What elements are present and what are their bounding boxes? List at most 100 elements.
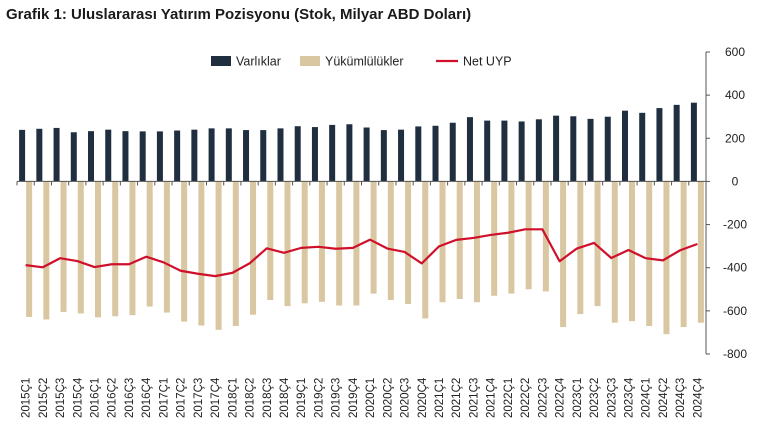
asset-bar xyxy=(432,125,439,182)
liability-bar xyxy=(594,181,601,307)
liability-bar xyxy=(26,181,33,317)
liability-bar xyxy=(284,181,291,307)
liability-bar xyxy=(405,181,412,304)
asset-bar xyxy=(656,108,663,182)
liability-bar xyxy=(439,181,446,303)
x-tick-label: 2023Ç3 xyxy=(606,378,618,418)
x-tick-label: 2024Ç3 xyxy=(675,378,687,418)
asset-bar xyxy=(690,102,697,182)
liability-bar xyxy=(353,181,360,306)
x-tick-label: 2015Ç2 xyxy=(38,378,50,418)
legend-label-net: Net UYP xyxy=(463,55,512,69)
asset-bar xyxy=(191,129,198,182)
liability-bar xyxy=(112,181,119,317)
x-tick-label: 2015Ç3 xyxy=(55,378,67,418)
x-tick-label: 2017Ç3 xyxy=(193,378,205,418)
asset-bar xyxy=(311,127,318,182)
liability-bar xyxy=(250,181,257,315)
liability-bar xyxy=(422,181,429,319)
liability-bar xyxy=(301,181,308,304)
x-tick-label: 2017Ç2 xyxy=(176,378,188,418)
asset-bar xyxy=(398,129,405,182)
asset-bar xyxy=(260,130,267,182)
legend-label-liabilities: Yükümlülükler xyxy=(325,55,404,69)
x-tick-label: 2016Ç2 xyxy=(107,378,119,418)
asset-bar xyxy=(53,127,60,182)
x-tick-label: 2021Ç2 xyxy=(451,378,463,418)
x-tick-label: 2024Ç4 xyxy=(692,377,704,418)
asset-bar xyxy=(105,129,112,182)
y-tick-label: -200 xyxy=(723,218,747,232)
asset-bar xyxy=(363,127,370,182)
x-tick-label: 2020Ç3 xyxy=(400,378,412,418)
asset-bar xyxy=(621,110,628,182)
liability-bar xyxy=(508,181,515,294)
liability-bar xyxy=(680,181,687,328)
asset-bar xyxy=(535,119,542,182)
asset-bar xyxy=(70,132,77,182)
x-tick-label: 2019Ç1 xyxy=(296,378,308,418)
asset-bar xyxy=(294,126,301,182)
x-tick-label: 2018Ç4 xyxy=(279,377,291,418)
x-tick-label: 2019Ç3 xyxy=(331,378,343,418)
liability-bar xyxy=(491,181,498,296)
asset-bar xyxy=(329,124,336,182)
y-tick-label: 200 xyxy=(725,131,745,145)
asset-bar xyxy=(587,118,594,182)
liability-bar xyxy=(560,181,567,328)
x-tick-label: 2024Ç1 xyxy=(641,378,653,418)
liability-bar xyxy=(198,181,205,326)
legend-swatch-assets xyxy=(211,56,231,66)
liability-bar xyxy=(60,181,67,312)
liability-bar xyxy=(95,181,102,318)
x-tick-label: 2022Ç4 xyxy=(555,377,567,418)
x-tick-label: 2020Ç2 xyxy=(382,378,394,418)
chart-title: Grafik 1: Uluslararası Yatırım Pozisyonu… xyxy=(6,6,472,23)
liability-bar xyxy=(181,181,188,322)
x-tick-label: 2023Ç4 xyxy=(623,377,635,418)
liability-bar xyxy=(146,181,153,307)
asset-bar xyxy=(639,112,646,182)
liability-bar xyxy=(525,181,532,290)
x-tick-label: 2015Ç4 xyxy=(72,377,84,418)
x-tick-label: 2019Ç4 xyxy=(348,377,360,418)
x-tick-label: 2022Ç3 xyxy=(537,378,549,418)
asset-bar xyxy=(604,116,611,182)
asset-bar xyxy=(570,116,577,182)
asset-bar xyxy=(277,128,284,182)
asset-bar xyxy=(19,129,26,182)
x-tick-label: 2017Ç4 xyxy=(210,377,222,418)
x-tick-label: 2016Ç1 xyxy=(90,378,102,418)
axes xyxy=(16,52,707,354)
asset-bar xyxy=(346,124,353,182)
y-tick-label: -600 xyxy=(723,304,747,318)
liability-bar xyxy=(215,181,222,330)
liabilities-bars xyxy=(26,181,704,335)
liability-bar xyxy=(232,181,239,326)
asset-bar xyxy=(174,130,181,182)
x-tick-label: 2020Ç4 xyxy=(417,377,429,418)
legend: Varlıklar Yükümlülükler Net UYP xyxy=(211,55,512,69)
asset-bar xyxy=(415,126,422,182)
y-tick-label: 600 xyxy=(725,45,745,59)
asset-bar xyxy=(466,117,473,182)
x-tick-label: 2018Ç2 xyxy=(245,378,257,418)
x-tick-label: 2017Ç1 xyxy=(158,378,170,418)
liability-bar xyxy=(77,181,84,314)
liability-bar xyxy=(43,181,50,320)
y-tick-label: 0 xyxy=(732,174,739,188)
x-axis-ticks: 2015Ç1 2015Ç2 2015Ç3 2015Ç4 2016Ç1 2016Ç2 2016… xyxy=(21,377,705,418)
y-axis-ticks: 600 400 200 0 -200 -400 -600 -800 xyxy=(706,45,747,361)
asset-bar xyxy=(122,131,129,182)
x-tick-label: 2019Ç2 xyxy=(313,378,325,418)
asset-bar xyxy=(449,122,456,182)
x-tick-label: 2023Ç1 xyxy=(572,378,584,418)
liability-bar xyxy=(163,181,170,313)
liability-bar xyxy=(267,181,274,301)
net-uyp-line xyxy=(25,228,698,278)
liability-bar xyxy=(697,181,704,323)
liability-bar xyxy=(370,181,377,294)
liability-bar xyxy=(129,181,136,316)
liability-bar xyxy=(336,181,343,306)
